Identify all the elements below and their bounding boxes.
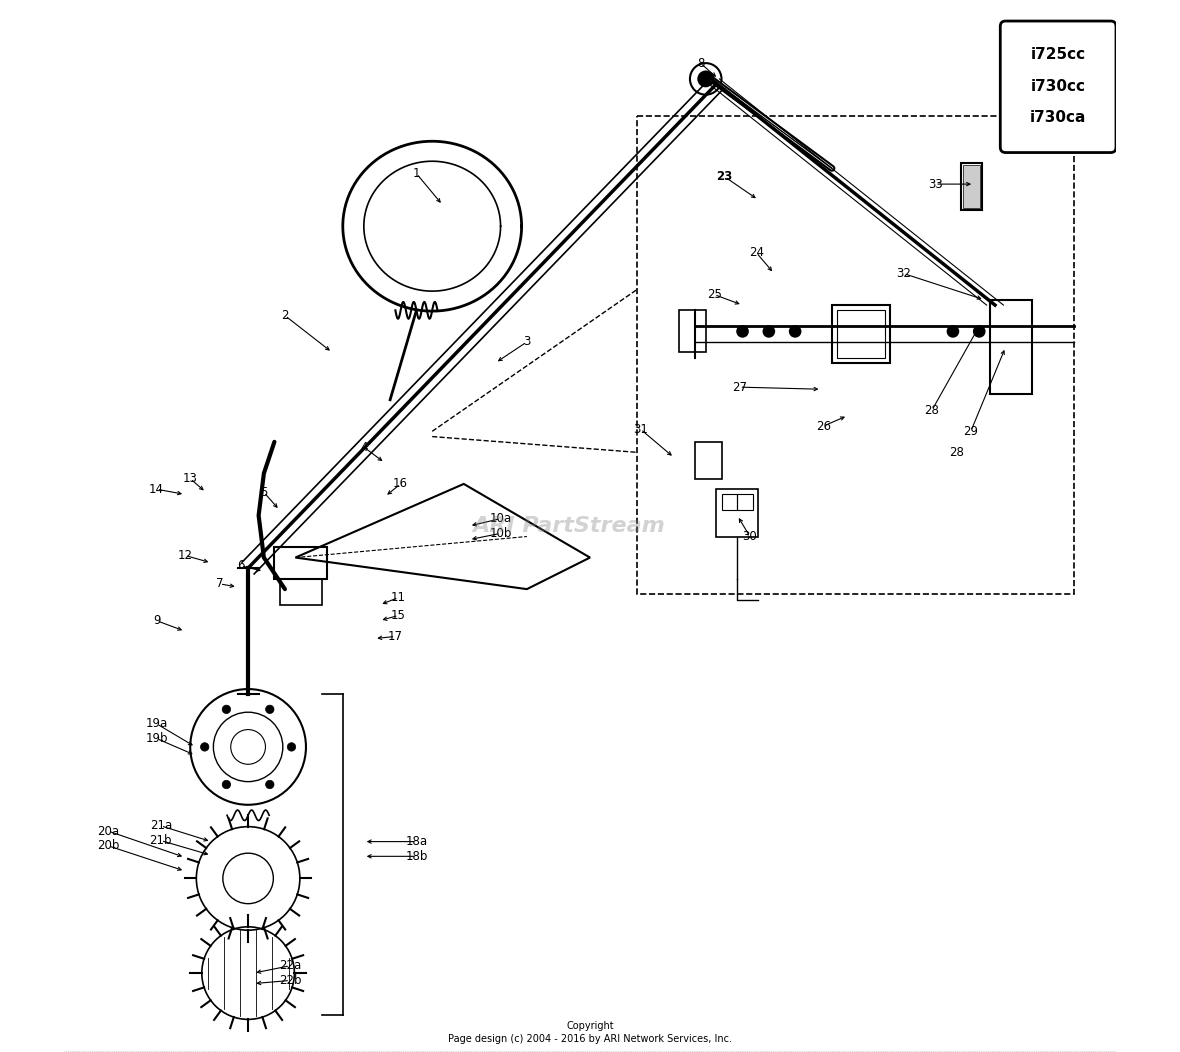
Text: 19b: 19b [145, 732, 168, 745]
Text: 10a: 10a [490, 512, 512, 525]
Circle shape [736, 325, 749, 338]
Text: 13: 13 [183, 472, 198, 485]
Circle shape [762, 325, 775, 338]
Text: 12: 12 [177, 549, 192, 562]
Text: 21a: 21a [150, 820, 172, 832]
Text: 14: 14 [149, 483, 164, 495]
Text: 26: 26 [817, 420, 831, 432]
Text: 10b: 10b [490, 527, 512, 540]
Text: 25: 25 [707, 288, 722, 301]
Text: 18a: 18a [406, 835, 427, 848]
Text: 32: 32 [896, 267, 911, 280]
Bar [280, 579, 322, 605]
Text: 11: 11 [391, 591, 406, 604]
Text: 22a: 22a [278, 959, 301, 972]
Text: 31: 31 [632, 423, 648, 436]
Bar [721, 494, 738, 510]
Text: 20a: 20a [97, 825, 119, 837]
Circle shape [946, 325, 959, 338]
Bar [680, 310, 706, 352]
Circle shape [222, 705, 230, 713]
Text: 2: 2 [281, 309, 289, 322]
Bar [990, 300, 1031, 394]
Circle shape [222, 781, 230, 789]
Text: 15: 15 [391, 609, 406, 622]
Bar [838, 310, 885, 358]
Text: 18b: 18b [405, 850, 427, 863]
Bar [832, 305, 890, 363]
Bar [962, 163, 983, 210]
Text: ARI PartStream: ARI PartStream [472, 515, 666, 537]
Text: Copyright: Copyright [566, 1020, 614, 1031]
Circle shape [974, 325, 985, 338]
Text: 28: 28 [949, 446, 964, 459]
FancyBboxPatch shape [1001, 21, 1116, 153]
Text: 4: 4 [360, 441, 367, 453]
Text: 30: 30 [742, 530, 758, 543]
Text: 9: 9 [153, 614, 160, 627]
Bar [716, 489, 759, 537]
Circle shape [788, 325, 801, 338]
Text: 33: 33 [927, 178, 943, 190]
Text: 20b: 20b [97, 839, 119, 852]
Bar [695, 442, 721, 479]
Circle shape [201, 743, 209, 751]
Circle shape [266, 781, 274, 789]
Text: i730ca: i730ca [1030, 110, 1087, 125]
Text: i730cc: i730cc [1030, 79, 1086, 94]
Text: 22b: 22b [278, 974, 301, 987]
Bar [637, 116, 1074, 594]
Bar [963, 165, 981, 208]
Text: 29: 29 [963, 425, 978, 438]
Text: Page design (c) 2004 - 2016 by ARI Network Services, Inc.: Page design (c) 2004 - 2016 by ARI Netwo… [448, 1034, 732, 1045]
Text: 28: 28 [924, 404, 939, 417]
Text: 5: 5 [261, 486, 268, 499]
Text: 6: 6 [237, 560, 244, 572]
Text: 24: 24 [749, 246, 763, 259]
Text: 23: 23 [716, 170, 733, 183]
Text: 27: 27 [732, 381, 747, 393]
Circle shape [287, 743, 296, 751]
Bar [275, 547, 327, 579]
Text: 19a: 19a [145, 717, 168, 730]
Text: 8: 8 [696, 57, 704, 69]
Bar [738, 494, 753, 510]
Text: i725cc: i725cc [1030, 47, 1086, 62]
Text: 3: 3 [523, 336, 531, 348]
Circle shape [266, 705, 274, 713]
Text: 16: 16 [393, 478, 408, 490]
Circle shape [697, 70, 714, 87]
Text: 1: 1 [413, 167, 420, 180]
Text: 7: 7 [216, 578, 223, 590]
Text: 21b: 21b [150, 834, 172, 847]
Text: 17: 17 [388, 630, 402, 643]
